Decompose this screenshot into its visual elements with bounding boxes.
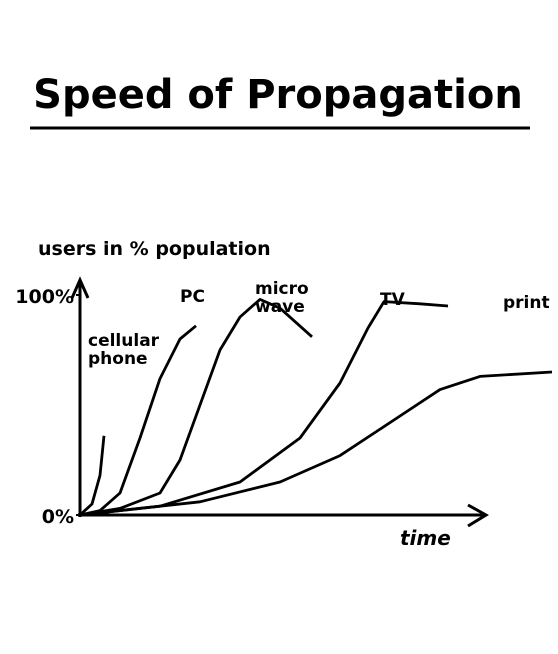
- chart-title: Speed of Propagation: [33, 72, 523, 118]
- y-arrow: [70, 276, 90, 299]
- series-label: print: [503, 293, 550, 313]
- y-tick-label: 100%: [15, 286, 74, 308]
- series-line: [79, 370, 553, 517]
- series-line: [79, 435, 106, 517]
- y-tick-label: 0%: [42, 506, 74, 528]
- x-axis-label: time: [400, 526, 451, 550]
- series-label: micro wave: [255, 279, 309, 317]
- series-label: cellular phone: [88, 331, 160, 369]
- series-line: [79, 300, 449, 517]
- series-label: PC: [180, 287, 205, 307]
- x-arrow: [467, 503, 489, 528]
- y-axis-label: users in % population: [38, 238, 271, 260]
- series-label: TV: [380, 290, 405, 310]
- series-line: [79, 298, 313, 517]
